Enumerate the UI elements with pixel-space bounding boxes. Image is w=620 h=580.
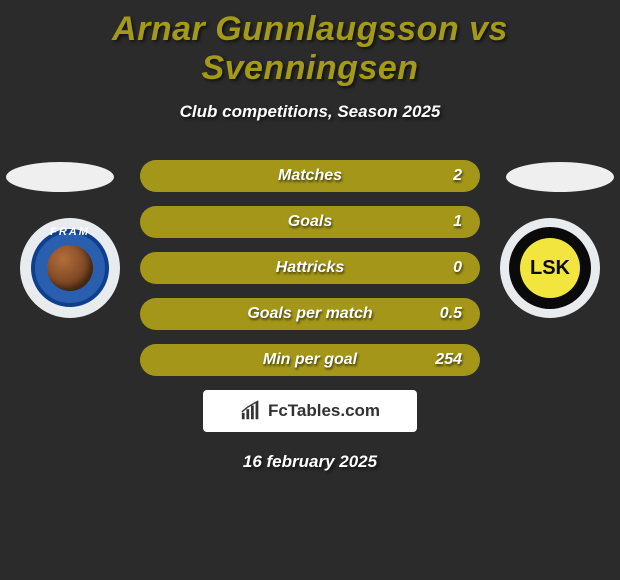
stat-row: Goals per match0.5 xyxy=(140,298,480,330)
club-badge-left: FRAM xyxy=(20,218,120,318)
player-marker-right xyxy=(506,162,614,192)
stat-value-right: 254 xyxy=(422,351,462,369)
stat-row: Goals1 xyxy=(140,206,480,238)
stat-label: Matches xyxy=(198,167,422,185)
source-logo-text: FcTables.com xyxy=(268,401,380,421)
player-marker-left xyxy=(6,162,114,192)
stats-list: Matches2Goals1Hattricks0Goals per match0… xyxy=(140,160,480,376)
football-icon xyxy=(47,245,93,291)
source-logo[interactable]: FcTables.com xyxy=(203,390,417,432)
stat-label: Hattricks xyxy=(198,259,422,277)
date-label: 16 february 2025 xyxy=(0,452,620,472)
stat-row: Hattricks0 xyxy=(140,252,480,284)
club-badge-right-text: LSK xyxy=(520,238,580,298)
stat-label: Min per goal xyxy=(198,351,422,369)
stat-label: Goals per match xyxy=(198,305,422,323)
club-badge-left-text: FRAM xyxy=(50,226,90,238)
stat-row: Matches2 xyxy=(140,160,480,192)
stat-value-right: 1 xyxy=(422,213,462,231)
comparison-panel: FRAM LSK Matches2 Goals1 Hattricks0 Goals p… xyxy=(0,160,620,472)
club-badge-right: LSK xyxy=(500,218,600,318)
subtitle: Club competitions, Season 2025 xyxy=(0,102,620,122)
stat-row: Min per goal254 xyxy=(140,344,480,376)
stat-value-right: 2 xyxy=(422,167,462,185)
stat-label: Goals xyxy=(198,213,422,231)
bar-chart-icon xyxy=(240,400,262,422)
stat-value-right: 0.5 xyxy=(422,305,462,323)
stat-value-right: 0 xyxy=(422,259,462,277)
page-title: Arnar Gunnlaugsson vs Svenningsen xyxy=(0,0,620,88)
